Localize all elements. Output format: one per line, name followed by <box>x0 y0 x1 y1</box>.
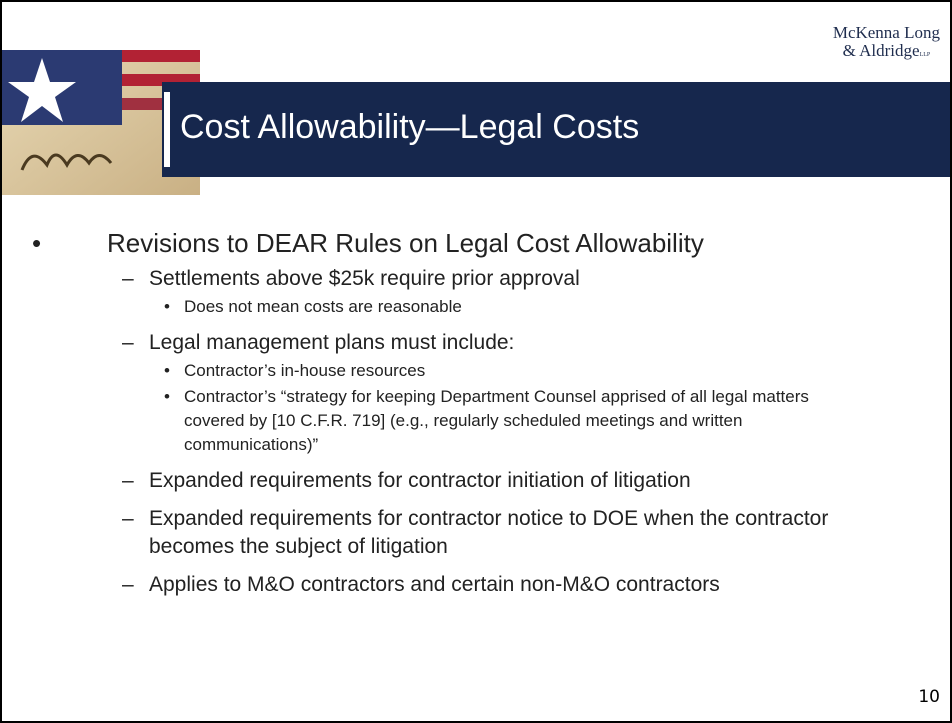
sub-bullet-text: Legal management plans must include: <box>149 331 514 354</box>
sub-bullet-text: Expanded requirements for contractor ini… <box>149 469 691 492</box>
sub-bullet: Applies to M&O contractors and certain n… <box>32 571 832 599</box>
sub-sub-bullet: Contractor’s “strategy for keeping Depar… <box>32 385 832 457</box>
logo: McKenna Long & AldridgeLLP <box>833 24 940 64</box>
sub-sub-bullet: Contractor’s in-house resources <box>32 359 832 383</box>
sub-bullet-text: Settlements above $25k require prior app… <box>149 267 580 290</box>
title-bar: Cost Allowability—Legal Costs <box>162 82 952 177</box>
bullet: Revisions to DEAR Rules on Legal Cost Al… <box>32 227 832 259</box>
slide-title: Cost Allowability—Legal Costs <box>180 108 639 147</box>
slide: McKenna Long & AldridgeLLP Cost Allowabi… <box>0 0 952 723</box>
page: McKenna Long & AldridgeLLP Cost Allowabi… <box>0 0 952 723</box>
title-stripe <box>164 92 170 167</box>
logo-line: McKenna Long <box>833 24 940 42</box>
sub-bullet: Settlements above $25k require prior app… <box>32 265 832 319</box>
sub-sub-list: Does not mean costs are reasonable <box>32 295 832 319</box>
sub-sub-list: Contractor’s in-house resourcesContracto… <box>32 359 832 457</box>
sub-bullet: Expanded requirements for contractor ini… <box>32 467 832 495</box>
sub-bullet-text: Applies to M&O contractors and certain n… <box>149 573 720 596</box>
logo-line: & Aldridge <box>843 41 920 60</box>
content: Revisions to DEAR Rules on Legal Cost Al… <box>32 227 832 609</box>
sub-list: Settlements above $25k require prior app… <box>32 265 832 599</box>
sub-bullet: Legal management plans must include: Cont… <box>32 329 832 457</box>
page-number: 10 <box>918 687 940 707</box>
sub-bullet: Expanded requirements for contractor not… <box>32 505 832 561</box>
sub-sub-bullet: Does not mean costs are reasonable <box>32 295 832 319</box>
sub-bullet-text: Expanded requirements for contractor not… <box>149 507 828 558</box>
logo-suffix: LLP <box>920 52 931 58</box>
